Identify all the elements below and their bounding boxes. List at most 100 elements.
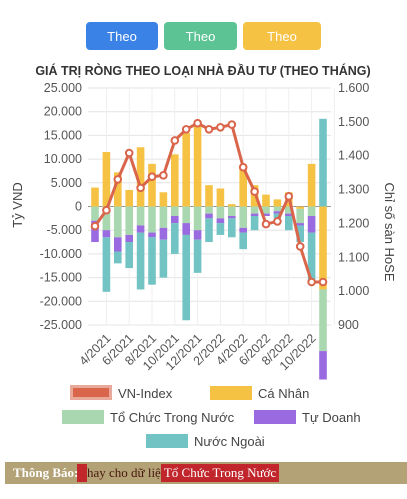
notice-label: Thông Báo: [13,465,79,480]
y-tick-label: 25.000 [44,81,82,95]
right-axis-ticks: 1.600 1.500 1.400 1.300 1.200 1.100 1.000 900 [338,81,369,332]
bar-ca-nhan [319,206,327,290]
vn-index-point [318,277,328,287]
bar-to-chuc [171,206,179,216]
bar-nuoc-ngoai [114,251,122,264]
bar-tu-doanh [216,218,225,224]
bar-nuoc-ngoai [285,215,293,231]
bar-to-chuc [148,206,156,233]
bar-tu-doanh [136,225,145,233]
bar-to-chuc [228,206,236,216]
chart-title: GIÁ TRỊ RÒNG THEO LOẠI NHÀ ĐẦU TƯ (THEO … [35,63,370,78]
bar-nuoc-ngoai [125,242,133,269]
bar-nuoc-ngoai [136,232,145,290]
vn-index-point [159,171,168,180]
legend-label: Nước Ngoài [194,434,265,449]
bar-ca-nhan [296,206,304,209]
bar-to-chuc [193,206,202,231]
vn-index-line [90,118,328,287]
y-tick-label: -10.000 [40,247,82,261]
bar-ca-nhan [239,168,247,207]
bar-nuoc-ngoai [250,215,259,231]
vn-index-point [295,242,305,251]
y2-axis-label: Chỉ số sàn HoSE [382,183,397,282]
bar-tu-doanh [91,220,99,243]
bar-nuoc-ngoai [319,118,327,207]
y2-tick-label: 1.100 [338,250,369,264]
tab-monthly[interactable]: Theo Tháng [243,22,321,72]
bottom-strip [5,488,407,499]
bar-tu-doanh [307,215,316,233]
y2-tick-label: 1.200 [338,216,369,230]
bar-nuoc-ngoai [205,218,213,243]
bar-tu-doanh [273,211,282,214]
vn-index-point [238,162,248,172]
bar-ca-nhan [125,189,133,207]
bar-ca-nhan [91,187,99,207]
vn-index-point [136,183,145,193]
notice-highlight[interactable]: Tổ Chức Trong Nước [161,464,279,482]
legend-label: Tổ Chức Trong Nước [110,410,235,425]
bar-to-chuc [136,206,145,226]
bar-ca-nhan [102,151,111,207]
vn-index-point [284,192,294,201]
notice-message: hay cho dữ liệu [87,465,168,480]
y-tick-label: -5.000 [47,223,82,237]
legend-swatch [210,386,252,400]
y2-tick-label: 1.300 [338,183,369,197]
bar-tu-doanh [125,234,133,243]
vn-index-point [124,148,134,158]
y2-tick-label: 900 [338,318,359,332]
tab-weekly[interactable]: Theo Tuần [164,22,237,72]
vn-index-point [113,175,123,184]
bar-tu-doanh [296,223,304,226]
bar-nuoc-ngoai [296,225,304,243]
vn-index-point [216,122,225,132]
bar-nuoc-ngoai [273,213,282,219]
bar-series [91,118,327,380]
bar-nuoc-ngoai [239,232,247,250]
bar-ca-nhan [307,163,316,207]
period-tabs: Theo Ngày Theo Tuần Theo Tháng [0,22,407,72]
bar-nuoc-ngoai [216,223,225,235]
y2-tick-label: 1.000 [338,284,369,298]
legend-swatch [146,434,188,448]
y-tick-label: 15.000 [44,128,82,142]
bar-to-chuc [285,206,293,214]
vn-index-point [102,205,111,215]
bar-nuoc-ngoai [148,237,156,285]
vn-index-point [227,120,237,129]
vn-index-point [273,217,282,226]
chart-legend: VN-Index Cá Nhân Tổ Chức Trong Nước Tự Doan… [62,385,361,449]
tab-daily[interactable]: Theo Ngày [86,22,158,72]
y-tick-label: -15.000 [40,271,82,285]
bar-nuoc-ngoai [193,239,202,273]
bar-nuoc-ngoai [159,239,168,278]
left-axis-ticks: 25.000 20.000 15.000 10.000 5.000 0 -5.000 -10.… [40,81,82,332]
legend-swatch [62,410,104,424]
bar-tu-doanh [205,213,213,219]
vn-index-point [250,187,259,196]
bar-ca-nhan [262,194,270,207]
bar-to-chuc [307,206,316,216]
y-tick-label: 0 [75,200,82,214]
vn-index-point [90,221,100,231]
bar-nuoc-ngoai [102,237,111,292]
bar-nuoc-ngoai [182,234,190,321]
vn-index-point [170,136,180,145]
bar-to-chuc [273,206,282,212]
bar-to-chuc [205,206,213,214]
bar-ca-nhan [193,123,202,207]
bar-tu-doanh [171,215,179,224]
bar-tu-doanh [250,213,259,216]
bar-tu-doanh [102,230,111,238]
y-tick-label: 20.000 [44,105,82,119]
bar-nuoc-ngoai [307,232,316,283]
vn-index-point [181,125,191,134]
y-tick-label: 5.000 [51,176,82,190]
bar-to-chuc [114,206,122,238]
vn-index-point [261,219,271,229]
bar-to-chuc [102,206,111,231]
vn-index-point [193,118,202,128]
bar-tu-doanh [182,223,190,235]
